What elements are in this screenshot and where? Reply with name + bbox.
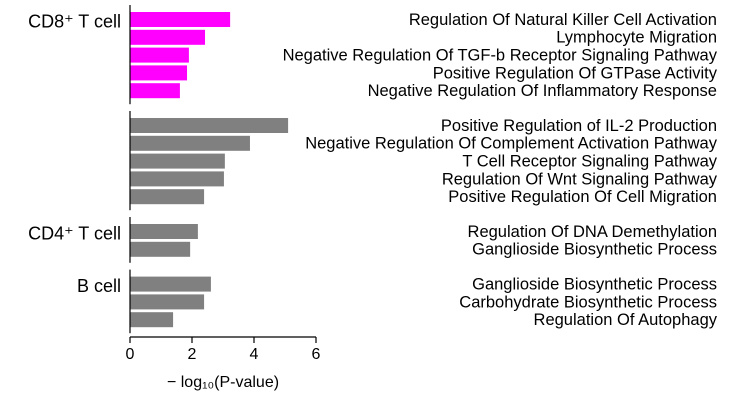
category-label: Carbohydrate Biosynthetic Process bbox=[459, 293, 717, 311]
category-label: Ganglioside Biosynthetic Process bbox=[472, 275, 717, 293]
bar bbox=[130, 224, 198, 239]
category-label: Positive Regulation of IL-2 Production bbox=[441, 117, 717, 135]
group-label: B cell bbox=[77, 276, 121, 296]
category-label: Positive Regulation Of Cell Migration bbox=[448, 188, 717, 206]
category-label: Regulation Of Wnt Signaling Pathway bbox=[442, 170, 718, 188]
category-label: Regulation Of Autophagy bbox=[534, 311, 718, 329]
bar bbox=[130, 294, 205, 310]
category-label: Lymphocyte Migration bbox=[556, 29, 717, 47]
category-label: Negative Regulation Of Complement Activa… bbox=[305, 135, 718, 153]
x-tick-label: 4 bbox=[250, 346, 259, 363]
group-label: CD4⁺ T cell bbox=[28, 223, 121, 243]
category-label: Negative Regulation Of Inflammatory Resp… bbox=[368, 82, 717, 100]
bar bbox=[130, 47, 189, 63]
bar bbox=[130, 118, 289, 133]
x-axis-label: − log₁₀(P-value) bbox=[167, 374, 279, 391]
bar bbox=[130, 312, 174, 328]
x-tick-label: 0 bbox=[126, 346, 135, 363]
bar bbox=[130, 83, 180, 99]
bar bbox=[130, 276, 211, 292]
category-label: Regulation Of Natural Killer Cell Activa… bbox=[409, 11, 717, 29]
category-label: Negative Regulation Of TGF-b Receptor Si… bbox=[283, 46, 718, 64]
bar bbox=[130, 189, 205, 205]
category-label: Regulation Of DNA Demethylation bbox=[468, 223, 717, 241]
bar bbox=[130, 135, 250, 151]
group-label: CD8⁺ T cell bbox=[28, 11, 121, 31]
category-label: T Cell Receptor Signaling Pathway bbox=[462, 152, 717, 170]
bar bbox=[130, 241, 191, 257]
x-tick-label: 2 bbox=[188, 346, 197, 363]
bar bbox=[130, 65, 188, 81]
x-tick-label: 6 bbox=[312, 346, 321, 363]
category-label: Ganglioside Biosynthetic Process bbox=[472, 241, 717, 259]
bar bbox=[130, 12, 231, 27]
bar bbox=[130, 153, 225, 169]
category-label: Positive Regulation Of GTPase Activity bbox=[433, 64, 718, 82]
bar bbox=[130, 29, 206, 45]
bar bbox=[130, 171, 224, 187]
